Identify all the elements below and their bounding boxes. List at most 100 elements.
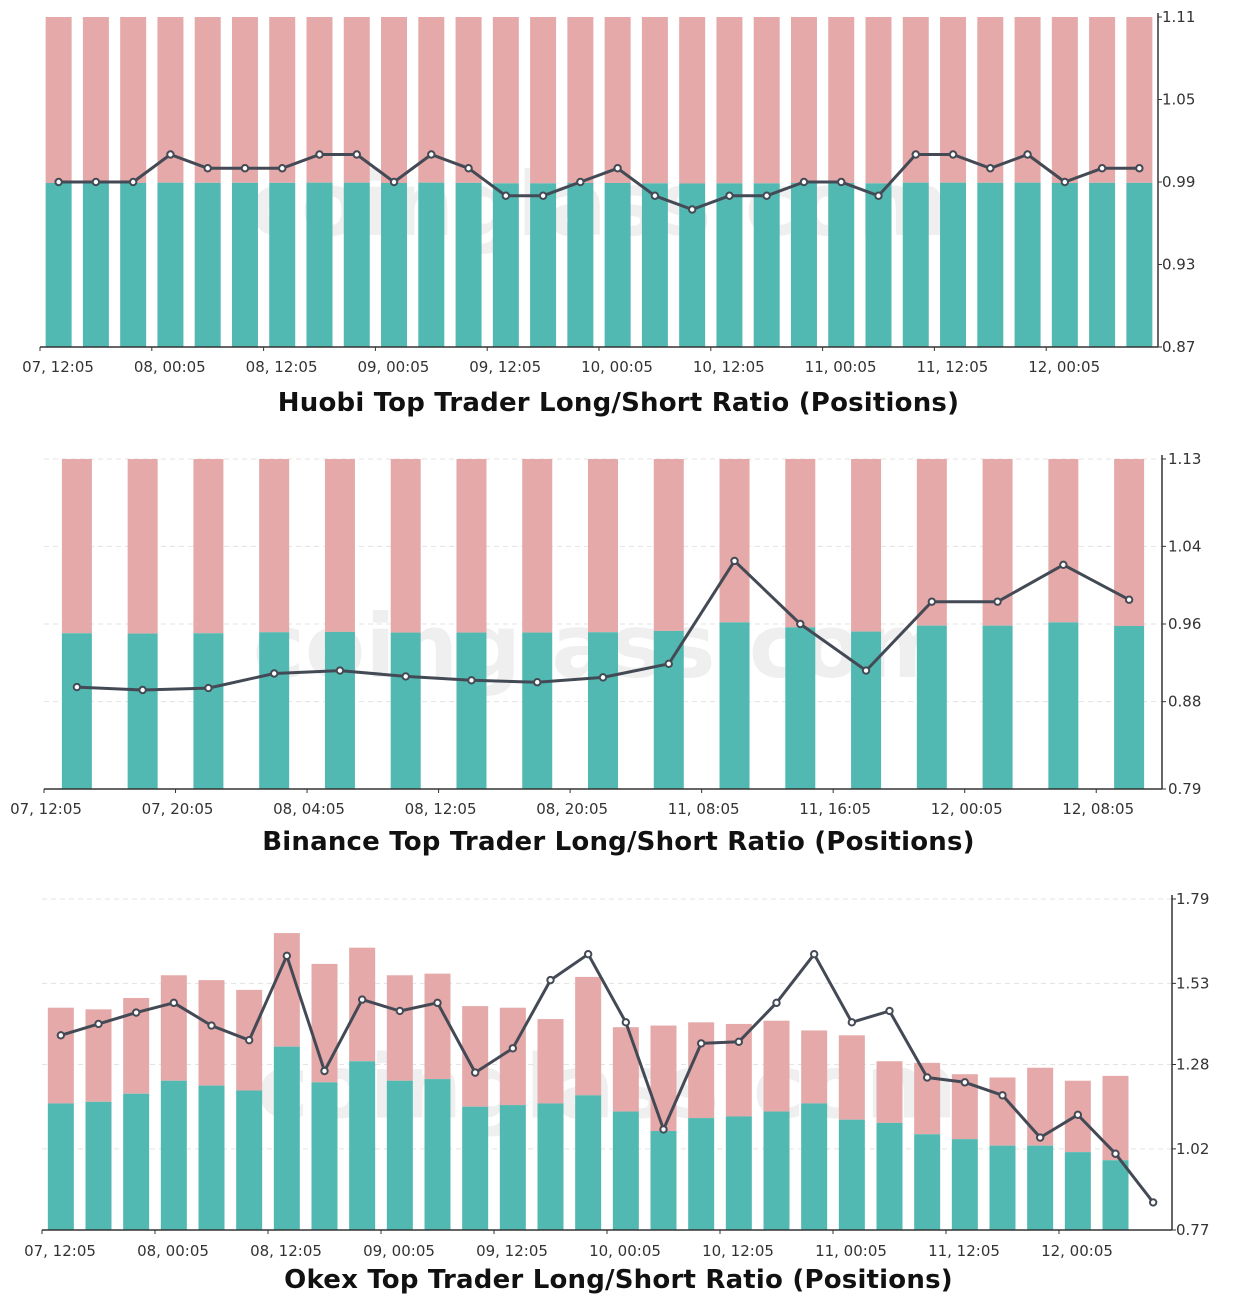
ratio-point [734,1037,744,1046]
short-bar [61,459,92,634]
y-tick-label: 1.04 [1168,537,1201,555]
long-bar [753,183,780,347]
ratio-point [320,1066,329,1076]
short-bar [575,976,602,1096]
short-bar [127,459,158,634]
long-bar [1051,182,1078,347]
short-bar [120,17,147,183]
short-bar [588,459,618,633]
ratio-point [533,678,542,687]
long-bar [725,1116,752,1230]
x-tick-label: 07, 12:05 [24,1242,96,1260]
x-tick-label: 12, 08:05 [1062,800,1134,818]
short-bar [492,17,519,184]
ratio-point [1059,560,1068,569]
long-bar [462,1106,489,1230]
ratio-point [583,949,593,959]
ratio-point [128,177,138,187]
short-bar [259,459,290,633]
short-bar [653,459,684,631]
y-tick-label: 0.93 [1162,256,1195,274]
long-bar [522,632,553,789]
y-tick-label: 0.87 [1162,338,1195,356]
short-bar [612,1027,639,1112]
long-bar [790,182,817,347]
long-bar [977,182,1004,347]
long-bar [273,1046,300,1230]
short-bar [801,1030,828,1104]
long-bar [311,1082,338,1230]
long-bar [1102,1160,1129,1230]
short-bar [160,975,187,1081]
x-tick-label: 11, 00:05 [805,358,877,376]
short-bar [381,17,408,183]
short-bar [455,17,482,183]
ratio-point [837,177,846,187]
short-bar [1126,17,1153,183]
short-bar [785,459,816,628]
long-bar [194,182,221,347]
long-bar [269,182,296,347]
short-bar [1089,17,1116,183]
x-tick-label: 12, 00:05 [931,800,1003,818]
long-bar [604,182,631,347]
ratio-point [598,673,608,682]
ratio-point [1135,164,1144,173]
ratio-point [809,949,819,959]
binance-chart-title: Binance Top Trader Long/Short Ratio (Pos… [262,827,975,857]
ratio-point [659,1125,668,1134]
long-bar [390,632,421,789]
long-bar [865,183,892,347]
x-tick-label: 10, 12:05 [702,1242,774,1260]
ratio-point [166,150,175,159]
ratio-point [427,150,436,159]
short-bar [977,17,1004,183]
short-bar [194,17,221,183]
short-bar [47,1007,74,1104]
ratio-point [138,685,147,695]
short-bar [688,1022,715,1119]
long-bar [851,631,882,789]
long-bar [424,1079,451,1230]
x-tick-label: 12, 00:05 [1028,358,1100,376]
okex-chart-title: Okex Top Trader Long/Short Ratio (Positi… [284,1265,953,1295]
x-tick-label: 12, 00:05 [1041,1242,1113,1260]
okex-panel: coinglass.com 1.79 1.53 1.28 1.02 0.77 07, 12:… [0,880,1237,1313]
ratio-point [203,164,212,173]
long-bar [801,1103,828,1230]
long-bar [386,1080,413,1230]
ratio-point [847,1018,857,1027]
y-tick-label: 0.88 [1168,693,1201,711]
ratio-point [357,995,367,1004]
ratio-point [621,1018,631,1027]
long-bar [85,1101,112,1230]
ratio-point [725,191,734,200]
ratio-point [131,1008,141,1017]
x-tick-label: 11, 16:05 [799,800,871,818]
long-bar [123,1093,150,1230]
short-bar [828,17,855,183]
ratio-line [58,153,1140,211]
y-tick-label: 0.77 [1176,1221,1209,1239]
ratio-point [282,951,292,960]
long-bar [381,182,408,347]
ratio-point [1035,1133,1045,1142]
x-tick-label: 08, 00:05 [134,358,206,376]
y-tick-label: 1.53 [1176,974,1209,992]
ratio-point [796,619,805,629]
y-tick-label: 1.28 [1176,1056,1209,1074]
short-bar [753,17,780,184]
long-bar [688,1118,715,1230]
ratio-point [501,191,511,200]
long-bar [127,633,158,789]
long-bar [418,182,445,347]
short-bar [537,1019,564,1104]
x-tick-label: 10, 00:05 [589,1242,661,1260]
y-tick-label: 0.99 [1162,173,1195,191]
short-bar [838,1035,865,1120]
ratio-point [993,597,1002,606]
ratio-point [389,177,399,187]
